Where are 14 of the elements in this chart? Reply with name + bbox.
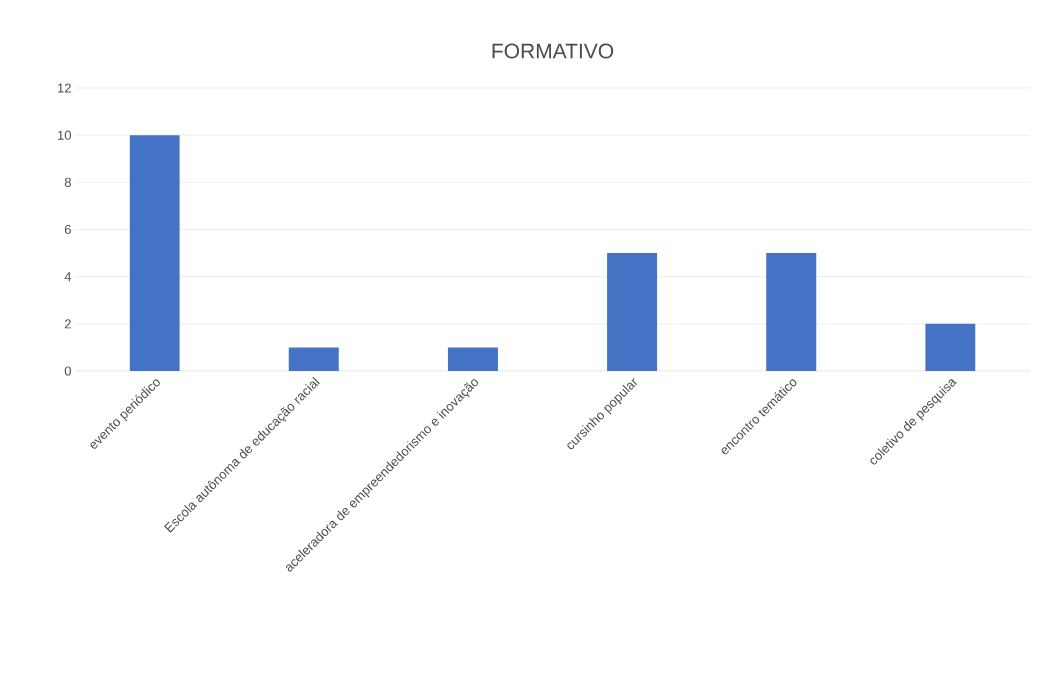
bar — [129, 135, 180, 371]
y-tick-label: 4 — [64, 272, 72, 282]
chart-title: FORMATIVO — [492, 43, 614, 59]
y-tick-label: 6 — [64, 224, 71, 235]
y-tick-label: 0 — [64, 366, 71, 376]
bar — [447, 347, 498, 371]
y-tick-label: 12 — [58, 83, 71, 93]
bar — [925, 323, 976, 371]
bar — [288, 347, 339, 371]
bar — [766, 253, 817, 371]
y-tick-label: 2 — [64, 319, 71, 329]
y-tick-label: 8 — [64, 177, 71, 187]
bar — [607, 253, 658, 371]
y-tick-label: 10 — [58, 130, 71, 140]
